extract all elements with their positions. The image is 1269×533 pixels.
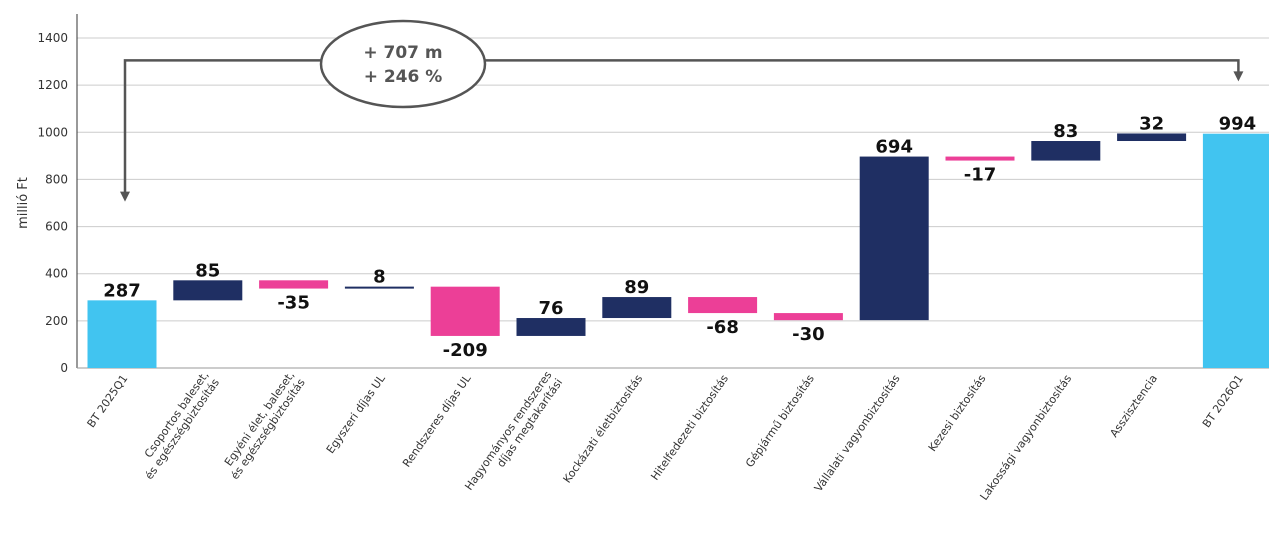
category-label: BT 2025Q1: [85, 372, 131, 430]
bars: [87, 133, 1269, 368]
category-label-line: BT 2026Q1: [1200, 372, 1246, 430]
category-label: Egyszeri díjas UL: [324, 372, 389, 456]
data-label: 83: [1053, 121, 1078, 142]
category-label-line: Hagyományos rendszeres: [462, 369, 554, 493]
data-label: 694: [875, 137, 913, 158]
category-label-line: Lakossági vagyonbiztosítás: [977, 372, 1074, 503]
waterfall-bar: [87, 300, 157, 368]
growth-callout: + 707 m + 246 %: [120, 19, 1244, 202]
y-tick-label: 0: [60, 361, 68, 375]
callout-amount: + 707 m: [363, 43, 442, 63]
waterfall-bar: [344, 286, 414, 289]
data-label: 76: [538, 298, 563, 319]
waterfall-bar: [516, 318, 586, 336]
category-label-line: Gépjármű biztosítás: [743, 372, 817, 470]
waterfall-bar: [945, 156, 1015, 161]
category-label-line: Kockázati életbiztosítás: [561, 372, 646, 485]
category-label: BT 2026Q1: [1200, 372, 1246, 430]
callout-ellipse: [319, 19, 487, 109]
category-label: Hagyományos rendszeresdíjas megtakarítás…: [462, 369, 565, 501]
category-label-line: és egészségbiztosítás: [143, 376, 223, 482]
y-tick-label: 1000: [37, 125, 68, 139]
category-label-line: Rendszeres díjas UL: [400, 372, 474, 470]
waterfall-bar: [1202, 133, 1269, 368]
y-tick-label: 200: [45, 314, 68, 328]
category-label-line: BT 2025Q1: [85, 372, 131, 430]
category-label: Vállalati vagyonbiztosítás: [812, 372, 903, 494]
data-label: -35: [277, 293, 310, 314]
category-label-line: Egyszeri díjas UL: [324, 372, 389, 456]
category-label: Gépjármű biztosítás: [743, 372, 817, 470]
category-label: Rendszeres díjas UL: [400, 372, 474, 470]
y-tick-label: 1200: [37, 78, 68, 92]
callout-arrow-line-left: [123, 59, 330, 193]
waterfall-bar: [1031, 141, 1101, 161]
category-label: Hitelfedezeti biztosítás: [648, 372, 731, 483]
data-label: -209: [443, 340, 488, 361]
data-label: 85: [195, 260, 220, 281]
y-tick-label: 400: [45, 267, 68, 281]
y-tick-label: 600: [45, 220, 68, 234]
waterfall-bar: [1117, 133, 1187, 142]
category-label-line: Egyéni élet, baleset,: [222, 369, 297, 469]
y-tick-label: 1400: [37, 31, 68, 45]
category-label: Kockázati életbiztosítás: [561, 372, 646, 485]
category-label-line: Hitelfedezeti biztosítás: [648, 372, 731, 483]
grid-lines: [77, 37, 1269, 322]
callout-arrowhead-left: [120, 191, 130, 202]
data-label: 287: [103, 280, 141, 301]
category-label: Egyéni élet, baleset,és egészségbiztosít…: [218, 369, 308, 482]
waterfall-bar: [259, 280, 329, 289]
category-label-line: Vállalati vagyonbiztosítás: [812, 372, 903, 494]
waterfall-bar: [859, 156, 929, 321]
category-label-line: Asszisztencia: [1107, 372, 1160, 439]
waterfall-bar: [430, 286, 500, 336]
data-labels: 287 85 -35 8 -209 76 89 -68 -30 694 -17 83 32 994: [103, 113, 1256, 360]
category-labels: BT 2025Q1 Csoportos baleset,és egészségbi…: [85, 369, 1246, 503]
waterfall-bar: [173, 280, 243, 301]
data-label: -17: [964, 165, 997, 186]
y-tick-label: 800: [45, 172, 68, 186]
category-label: Csoportos baleset,és egészségbiztosítás: [132, 369, 222, 482]
waterfall-bar: [602, 297, 672, 319]
y-axis: 0 200 400 600 800 1000 1200 1400: [37, 14, 1269, 375]
waterfall-bar: [773, 313, 843, 321]
category-label-line: és egészségbiztosítás: [228, 376, 308, 482]
data-label: 8: [373, 267, 386, 288]
y-axis-title: millió Ft: [16, 177, 31, 229]
category-label-line: Kezesi biztosítás: [926, 372, 989, 454]
data-label: 994: [1219, 114, 1257, 135]
callout-arrow-line-right: [480, 59, 1240, 73]
data-label: -68: [706, 317, 739, 338]
data-label: 32: [1139, 113, 1164, 134]
category-label: Asszisztencia: [1107, 372, 1160, 439]
data-label: 89: [624, 277, 649, 298]
data-label: -30: [792, 324, 825, 345]
callout-percent: + 246 %: [364, 67, 443, 87]
waterfall-bar: [688, 297, 758, 314]
callout-arrowhead-right: [1233, 71, 1244, 82]
category-label: Lakossági vagyonbiztosítás: [977, 372, 1074, 503]
category-label: Kezesi biztosítás: [926, 372, 989, 454]
